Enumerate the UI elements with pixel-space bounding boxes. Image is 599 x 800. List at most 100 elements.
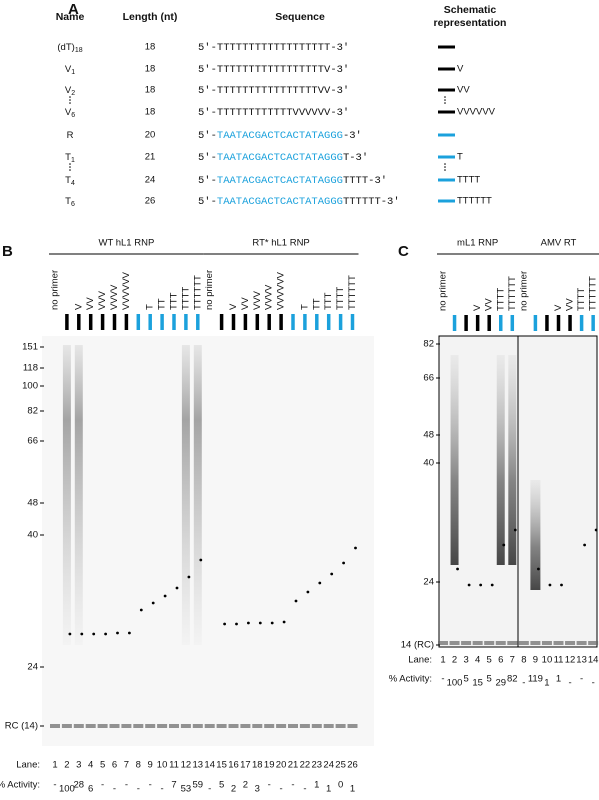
primer-dot	[513, 528, 517, 532]
activity: 119	[528, 674, 543, 685]
activity: 1	[544, 678, 549, 689]
sequence: 5'-TAATACGACTCACTATAGGGTTTT-3'	[198, 175, 387, 187]
activity: -	[113, 784, 116, 795]
lane-header: TTTTTT	[347, 275, 358, 310]
smear	[193, 345, 202, 645]
lane-header: VVVV	[264, 284, 275, 310]
panel-label: A	[68, 1, 79, 18]
primer-dot	[502, 543, 506, 547]
lane-number: 4	[88, 760, 93, 771]
lane-header: no primer	[438, 271, 449, 311]
lane-header: VVV	[252, 290, 263, 310]
lane-header: TTT	[323, 292, 334, 310]
rc-band	[495, 641, 506, 645]
rc-band	[216, 724, 227, 728]
ellipsis-dot	[69, 102, 71, 104]
primer-dot	[456, 567, 459, 571]
activity: -	[53, 780, 56, 791]
activity: 2	[231, 784, 236, 795]
lane-number: 8	[521, 655, 526, 666]
lane-number: 10	[542, 655, 553, 666]
ladder	[508, 355, 517, 565]
five-prime: 5'-	[198, 130, 217, 142]
seq-blue: TAATACGACTCACTATAGGG	[217, 152, 343, 164]
size-marker: 14 (RC)	[401, 640, 434, 651]
length: 18	[145, 107, 156, 118]
primer-dot	[330, 572, 334, 576]
subscript: 4	[71, 180, 75, 187]
lane-header: TTTT	[180, 287, 191, 310]
lane-header: VV	[565, 298, 576, 311]
primer-dot	[175, 586, 179, 590]
lane-number: 12	[181, 760, 192, 771]
rc-band	[438, 641, 448, 645]
lane-number: 2	[64, 760, 69, 771]
rc-band	[449, 641, 460, 645]
ellipsis-dot	[69, 99, 71, 101]
rc-band	[288, 724, 298, 728]
three-prime: -3'	[368, 175, 387, 187]
primer-dot	[223, 622, 227, 626]
rc-band	[157, 724, 168, 728]
row-name: (dT)18	[57, 42, 82, 54]
primer-dot	[270, 621, 274, 625]
activity: 53	[181, 784, 192, 795]
rc-band	[576, 641, 587, 645]
rc-band	[50, 724, 60, 728]
rc-band	[323, 724, 334, 728]
five-prime: 5'-	[198, 196, 217, 208]
lane-number: 13	[576, 655, 587, 666]
lane-number: 1	[440, 655, 445, 666]
activity: 5	[487, 674, 492, 685]
primer-dot	[594, 528, 598, 532]
schematic-tail: VVVVVV	[457, 107, 496, 118]
primer-dot	[282, 620, 286, 624]
rc-band	[240, 724, 251, 728]
sequence: 5'-TTTTTTTTTTTTVVVVVV-3'	[198, 107, 349, 119]
lane-number: 25	[335, 760, 346, 771]
rc-band	[145, 724, 156, 728]
three-prime: -3'	[343, 130, 362, 142]
rc-band	[299, 724, 310, 728]
primer-dot	[80, 632, 84, 636]
name: (dT)	[57, 42, 74, 53]
size-marker: 82	[423, 339, 434, 350]
primer-dot	[354, 546, 357, 550]
primer-dot	[104, 632, 107, 636]
subscript: 6	[71, 201, 75, 208]
lane-number: 9	[533, 655, 538, 666]
primer-dot	[306, 590, 310, 594]
rc-band	[228, 724, 239, 728]
schematic-tail: VV	[457, 85, 470, 96]
primer-dot	[163, 594, 167, 598]
activity: -	[441, 674, 444, 685]
lane-header: V	[472, 304, 483, 311]
activity: -	[125, 780, 128, 791]
schematic-tail: V	[457, 64, 464, 75]
rc-band	[85, 724, 96, 728]
subscript: 1	[71, 157, 75, 164]
lane-caption: Lane:	[408, 655, 432, 666]
activity: 1	[350, 784, 355, 795]
sequence: 5'-TTTTTTTTTTTTTTTTTT-3'	[198, 42, 349, 54]
five-prime: 5'-	[198, 175, 217, 187]
five-prime: 5'-	[198, 85, 217, 97]
activity: -	[137, 784, 140, 795]
activity: 29	[495, 678, 506, 689]
lane-header: VV	[240, 297, 251, 310]
activity: -	[580, 674, 583, 685]
activity: 59	[193, 780, 204, 791]
seq-black: TTTTTTTTTTTTVVVVVV	[217, 107, 331, 119]
primer-dot	[479, 583, 483, 587]
name: T	[65, 152, 71, 163]
length: 18	[145, 64, 156, 75]
lane-number: 3	[463, 655, 468, 666]
seq-black: T	[343, 152, 349, 164]
row-name: T6	[65, 196, 75, 208]
lane-header: T	[145, 304, 156, 310]
size-marker: 118	[23, 363, 38, 374]
rc-band	[484, 641, 495, 645]
rc-band	[109, 724, 120, 728]
lane-number: 2	[452, 655, 457, 666]
size-marker: 82	[27, 406, 38, 417]
